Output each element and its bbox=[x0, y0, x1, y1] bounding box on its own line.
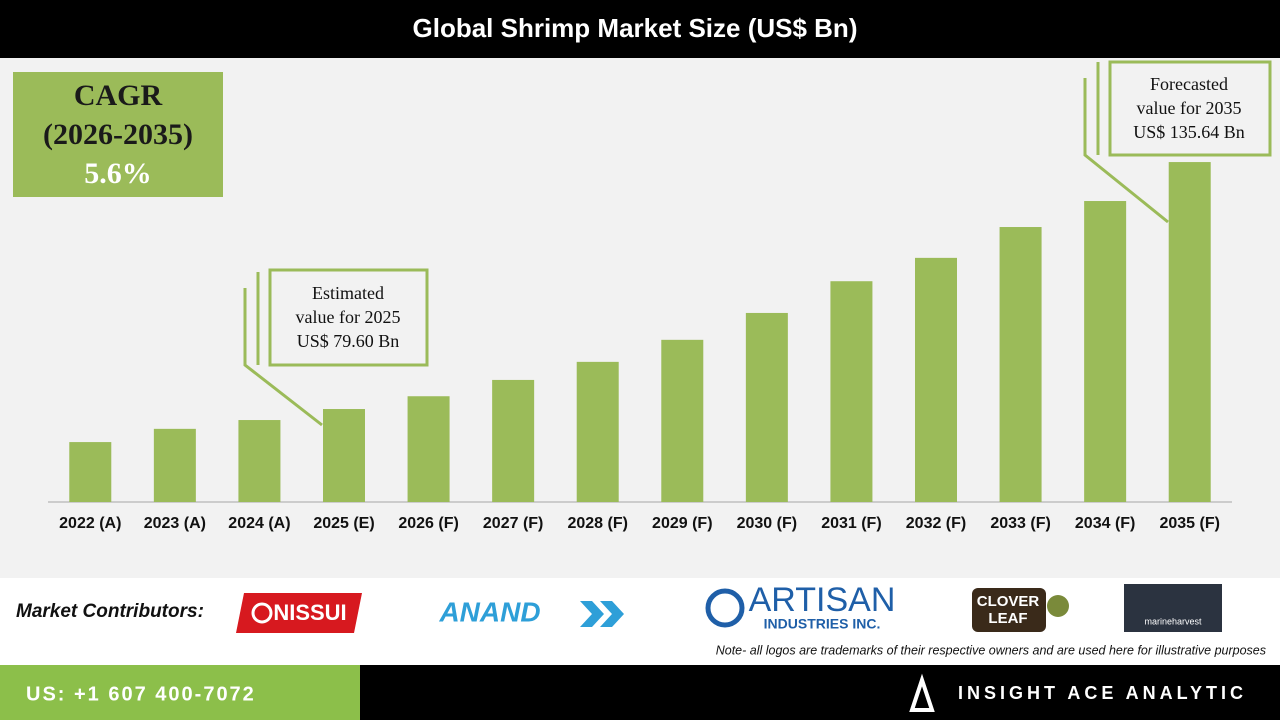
contributors-label: Market Contributors: bbox=[16, 601, 204, 622]
bar bbox=[830, 281, 873, 502]
note: Note- all logos are trademarks of their … bbox=[716, 643, 1266, 657]
bar bbox=[661, 339, 704, 502]
logo-shape bbox=[705, 588, 745, 628]
callout-text: US$ 135.64 Bn bbox=[1133, 122, 1245, 142]
x-tick-label: 2024 (A) bbox=[228, 515, 290, 532]
bar bbox=[745, 312, 788, 502]
x-tick-label: 2027 (F) bbox=[483, 515, 543, 532]
bar bbox=[323, 409, 365, 502]
x-tick-label: 2030 (F) bbox=[737, 515, 797, 532]
phone: US: +1 607 400-7072 bbox=[26, 683, 256, 705]
chart-title: Global Shrimp Market Size (US$ Bn) bbox=[413, 13, 858, 43]
bar bbox=[915, 257, 957, 502]
brand-bar bbox=[360, 665, 1280, 720]
logo-shape bbox=[972, 588, 1046, 632]
x-tick-label: 2023 (A) bbox=[144, 515, 206, 532]
x-tick-label: 2026 (F) bbox=[398, 515, 458, 532]
bar bbox=[1168, 162, 1211, 502]
x-tick-label: 2025 (E) bbox=[313, 515, 374, 532]
bar bbox=[1084, 201, 1127, 502]
logo-shape bbox=[251, 602, 273, 624]
bar bbox=[492, 379, 535, 502]
cagr-box bbox=[13, 72, 223, 197]
x-tick-label: 2034 (F) bbox=[1075, 515, 1135, 532]
logo-shape bbox=[1124, 584, 1222, 632]
logo-shape bbox=[600, 601, 624, 627]
callout-box bbox=[1108, 60, 1272, 157]
callout-line bbox=[243, 288, 323, 427]
cagr-value: 5.6% bbox=[84, 157, 152, 190]
logo-shape bbox=[236, 593, 362, 633]
callout-text: US$ 79.60 Bn bbox=[297, 331, 400, 351]
brand: INSIGHT ACE ANALYTIC bbox=[958, 683, 1247, 703]
bar bbox=[576, 361, 619, 502]
logo-text: NISSUI bbox=[273, 600, 346, 625]
callout-box bbox=[268, 268, 429, 367]
x-tick-label: 2035 (F) bbox=[1159, 515, 1219, 532]
logo-text: LEAF bbox=[988, 610, 1027, 627]
x-tick-label: 2031 (F) bbox=[821, 515, 881, 532]
x-tick-label: 2033 (F) bbox=[990, 515, 1050, 532]
callout-text: Forecasted bbox=[1150, 74, 1228, 94]
logo-shape bbox=[580, 601, 604, 627]
logo-text: marineharvest bbox=[1144, 616, 1202, 626]
x-tick-label: 2029 (F) bbox=[652, 515, 712, 532]
bar bbox=[238, 420, 281, 502]
bar bbox=[999, 227, 1042, 502]
logo-text: ARTISAN bbox=[749, 581, 896, 619]
brand-icon bbox=[909, 673, 935, 712]
logo-text: INDUSTRIES INC. bbox=[764, 616, 881, 632]
cagr-period: (2026-2035) bbox=[43, 118, 193, 151]
title-bar bbox=[0, 0, 1280, 58]
x-tick-label: 2032 (F) bbox=[906, 515, 966, 532]
bar bbox=[153, 428, 196, 502]
x-tick-label: 2022 (A) bbox=[59, 515, 121, 532]
callout-text: value for 2035 bbox=[1137, 98, 1242, 118]
bar bbox=[407, 396, 450, 502]
callout-line bbox=[1083, 78, 1169, 224]
callout-text: value for 2025 bbox=[296, 307, 401, 327]
logo-text: ANAND bbox=[438, 596, 540, 627]
cagr-label: CAGR bbox=[74, 79, 163, 112]
callout-text: Estimated bbox=[312, 283, 384, 303]
callouts bbox=[243, 60, 1272, 427]
x-tick-label: 2028 (F) bbox=[567, 515, 627, 532]
bars: 2022 (A) 2023 (A) 2024 (A) 2025 (E) 2026 (F)… bbox=[59, 162, 1220, 532]
phone-bar bbox=[0, 665, 360, 720]
logo-shape bbox=[1047, 595, 1069, 617]
bar bbox=[69, 442, 112, 502]
logo-text: CLOVER bbox=[977, 593, 1040, 610]
